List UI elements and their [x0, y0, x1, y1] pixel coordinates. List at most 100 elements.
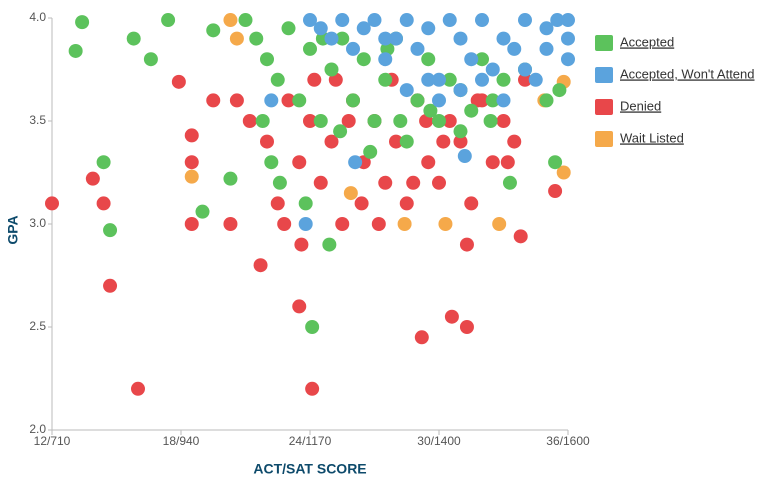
- point: [131, 381, 145, 396]
- y-tick-label: 4.0: [29, 10, 46, 24]
- point: [229, 93, 244, 108]
- point: [143, 52, 158, 67]
- point: [294, 237, 309, 252]
- point: [270, 196, 285, 211]
- point: [410, 41, 425, 56]
- legend-label[interactable]: Denied: [620, 98, 661, 113]
- point: [539, 93, 554, 108]
- point: [556, 165, 571, 180]
- legend-swatch[interactable]: [595, 35, 613, 51]
- point: [313, 114, 328, 128]
- point: [356, 21, 371, 36]
- point: [518, 62, 532, 77]
- point: [423, 103, 438, 118]
- y-tick-label: 3.0: [29, 216, 46, 230]
- point: [502, 175, 517, 190]
- point: [453, 134, 468, 149]
- point: [442, 13, 457, 28]
- point: [453, 124, 468, 139]
- point: [378, 175, 393, 190]
- point: [459, 320, 474, 334]
- point: [96, 155, 111, 170]
- point: [335, 13, 350, 28]
- point: [492, 217, 507, 231]
- point: [264, 155, 279, 170]
- point: [464, 103, 479, 118]
- legend-swatch[interactable]: [595, 67, 613, 83]
- point: [470, 93, 485, 108]
- legend-label[interactable]: Accepted: [620, 34, 674, 49]
- point: [161, 13, 176, 28]
- point: [367, 114, 382, 128]
- point: [475, 72, 489, 87]
- point: [399, 196, 414, 211]
- point: [223, 217, 238, 231]
- point: [507, 41, 522, 56]
- point: [371, 217, 386, 231]
- point: [335, 217, 350, 231]
- point: [68, 43, 83, 58]
- point: [475, 13, 489, 28]
- point: [303, 13, 317, 28]
- point: [298, 196, 313, 211]
- point: [322, 237, 337, 252]
- point: [242, 114, 257, 128]
- point: [464, 196, 479, 211]
- legend-label[interactable]: Accepted, Won't Attend: [620, 66, 755, 81]
- point: [389, 31, 403, 46]
- point: [171, 74, 186, 89]
- legend-swatch[interactable]: [595, 99, 613, 115]
- x-axis-title: ACT/SAT SCORE: [253, 461, 366, 477]
- point: [399, 83, 414, 98]
- point: [389, 134, 403, 149]
- point: [343, 186, 358, 201]
- point: [264, 93, 279, 108]
- point: [255, 114, 270, 128]
- point: [397, 217, 412, 231]
- point: [253, 258, 268, 273]
- y-tick-label: 3.5: [29, 113, 46, 127]
- x-tick-label: 30/1400: [417, 434, 461, 448]
- point: [550, 13, 565, 28]
- point: [292, 299, 307, 314]
- point: [75, 15, 90, 30]
- legend-label[interactable]: Wait Listed: [620, 130, 684, 145]
- point: [421, 52, 436, 67]
- point: [260, 134, 274, 149]
- point: [518, 72, 532, 87]
- point: [399, 13, 414, 28]
- point: [348, 155, 363, 170]
- legend-swatch[interactable]: [595, 131, 613, 147]
- point: [292, 93, 307, 108]
- point: [442, 72, 457, 87]
- point: [260, 52, 274, 67]
- point: [496, 72, 511, 87]
- y-axis-title: GPA: [5, 215, 21, 244]
- y-tick-label: 2.0: [29, 422, 46, 436]
- point: [335, 31, 350, 46]
- point: [414, 330, 429, 345]
- point: [313, 21, 328, 36]
- point: [184, 169, 199, 184]
- point: [281, 21, 296, 36]
- point: [238, 13, 253, 28]
- point: [453, 31, 468, 46]
- point: [421, 21, 436, 36]
- point: [378, 72, 393, 87]
- point: [464, 52, 479, 67]
- point: [438, 217, 453, 231]
- point: [539, 21, 554, 36]
- point: [206, 23, 221, 38]
- point: [206, 93, 221, 108]
- point: [367, 13, 382, 28]
- y-tick-label: 2.5: [29, 319, 46, 333]
- point: [561, 52, 575, 67]
- point: [528, 72, 543, 87]
- point: [303, 114, 317, 128]
- point: [305, 320, 320, 334]
- point: [184, 155, 199, 170]
- point: [229, 31, 244, 46]
- point: [432, 93, 446, 108]
- point: [432, 175, 446, 190]
